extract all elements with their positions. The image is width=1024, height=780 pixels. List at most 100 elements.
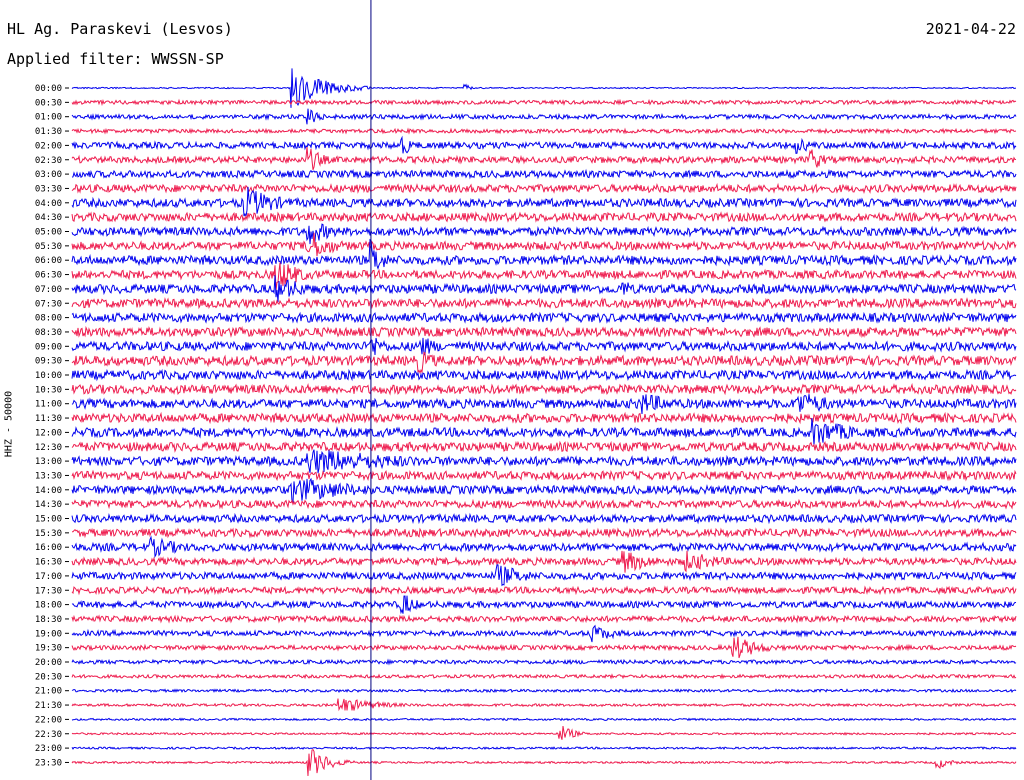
row-label-1930: 19:30	[35, 644, 62, 654]
trace-row-1330	[71, 469, 1017, 482]
row-label-0630: 06:30	[35, 271, 62, 281]
trace-row-0400	[71, 186, 1017, 219]
trace-row-0730	[71, 297, 1017, 310]
trace-row-1730	[71, 585, 1017, 596]
row-label-0330: 03:30	[35, 184, 62, 194]
row-label-0030: 00:30	[35, 98, 62, 108]
row-label-1500: 15:00	[35, 515, 62, 525]
trace-row-0030	[71, 98, 1017, 107]
trace-row-1300	[71, 449, 1017, 474]
trace-row-1230	[71, 440, 1017, 453]
row-label-2200: 22:00	[35, 715, 62, 725]
row-label-0200: 02:00	[35, 141, 62, 151]
trace-row-1630	[71, 550, 1017, 573]
row-label-0300: 03:00	[35, 170, 62, 180]
row-label-2000: 20:00	[35, 658, 62, 668]
row-label-1330: 13:30	[35, 471, 62, 481]
trace-row-2200	[71, 717, 1017, 722]
row-label-1200: 12:00	[35, 428, 62, 438]
row-label-0730: 07:30	[35, 299, 62, 309]
trace-row-1500	[71, 512, 1017, 525]
trace-row-0600	[71, 238, 1017, 271]
trace-row-2330	[71, 748, 1017, 776]
row-label-0800: 08:00	[35, 314, 62, 324]
trace-row-1100	[71, 394, 1017, 415]
row-label-1230: 12:30	[35, 443, 62, 453]
row-label-0430: 04:30	[35, 213, 62, 223]
row-label-2030: 20:30	[35, 672, 62, 682]
row-label-1600: 16:00	[35, 543, 62, 553]
row-label-1300: 13:00	[35, 457, 62, 467]
trace-row-0930	[71, 351, 1017, 375]
trace-row-0100	[71, 108, 1017, 125]
trace-row-1830	[71, 614, 1017, 624]
trace-row-0900	[71, 337, 1017, 356]
trace-row-0500	[71, 223, 1017, 245]
row-label-1430: 14:30	[35, 500, 62, 510]
row-label-1530: 15:30	[35, 529, 62, 539]
trace-row-0630	[71, 262, 1017, 291]
trace-row-1030	[71, 382, 1017, 396]
trace-row-0200	[71, 135, 1017, 154]
row-label-1030: 10:30	[35, 385, 62, 395]
filter-label: Applied filter: WWSSN-SP	[7, 50, 224, 68]
row-label-0600: 06:00	[35, 256, 62, 266]
row-label-0100: 01:00	[35, 113, 62, 123]
trace-row-0830	[71, 325, 1017, 339]
row-label-2230: 22:30	[35, 730, 62, 740]
trace-row-2230	[71, 725, 1017, 740]
row-label-1630: 16:30	[35, 558, 62, 568]
trace-row-2000	[71, 658, 1017, 666]
row-label-2100: 21:00	[35, 687, 62, 697]
row-label-0700: 07:00	[35, 285, 62, 295]
row-label-0230: 02:30	[35, 156, 62, 166]
row-label-1130: 11:30	[35, 414, 62, 424]
row-label-0930: 09:30	[35, 357, 62, 367]
trace-row-0700	[71, 275, 1017, 303]
row-label-0000: 00:00	[35, 84, 62, 94]
date-label: 2021-04-22	[925, 20, 1016, 38]
row-label-1800: 18:00	[35, 601, 62, 611]
row-label-1730: 17:30	[35, 586, 62, 596]
trace-row-1200	[71, 418, 1017, 446]
row-label-1400: 14:00	[35, 486, 62, 496]
row-label-0130: 01:30	[35, 127, 62, 137]
row-label-0500: 05:00	[35, 228, 62, 238]
trace-row-1430	[71, 498, 1017, 510]
trace-row-2300	[71, 746, 1017, 750]
trace-row-0130	[71, 127, 1017, 135]
row-label-2330: 23:30	[35, 758, 62, 768]
row-label-1830: 18:30	[35, 615, 62, 625]
trace-row-0230	[71, 146, 1017, 170]
trace-row-0300	[71, 168, 1017, 180]
trace-row-1700	[71, 564, 1017, 587]
trace-row-1600	[71, 535, 1017, 558]
row-label-0830: 08:30	[35, 328, 62, 338]
trace-row-0430	[71, 211, 1017, 223]
trace-row-1400	[71, 477, 1017, 504]
trace-row-1130	[71, 411, 1017, 425]
trace-row-1930	[71, 636, 1017, 659]
row-label-0900: 09:00	[35, 342, 62, 352]
row-label-2300: 23:00	[35, 744, 62, 754]
trace-row-1530	[71, 527, 1017, 539]
trace-row-2130	[71, 698, 1017, 712]
row-label-1000: 10:00	[35, 371, 62, 381]
trace-row-0530	[71, 232, 1017, 257]
trace-row-0000	[71, 68, 1017, 108]
trace-row-1000	[71, 368, 1017, 382]
row-label-0530: 05:30	[35, 242, 62, 252]
row-label-1900: 19:00	[35, 629, 62, 639]
row-label-1700: 17:00	[35, 572, 62, 582]
row-label-2130: 21:30	[35, 701, 62, 711]
trace-row-2030	[71, 673, 1017, 680]
row-label-0400: 04:00	[35, 199, 62, 209]
trace-row-0800	[71, 311, 1017, 324]
station-title: HL Ag. Paraskevi (Lesvos)	[7, 20, 233, 38]
trace-row-0330	[71, 182, 1017, 194]
row-label-1100: 11:00	[35, 400, 62, 410]
trace-row-1900	[71, 624, 1017, 643]
trace-row-1800	[71, 595, 1017, 615]
trace-row-2100	[71, 688, 1017, 694]
